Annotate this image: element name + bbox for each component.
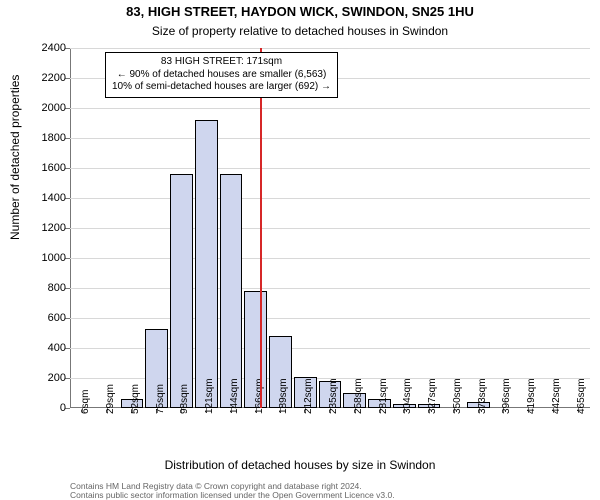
x-axis-caption: Distribution of detached houses by size … xyxy=(0,458,600,472)
gridline xyxy=(70,138,590,139)
y-tick-label: 2000 xyxy=(42,102,66,114)
chart-title-main: 83, HIGH STREET, HAYDON WICK, SWINDON, S… xyxy=(0,4,600,19)
x-tick-label: 29sqm xyxy=(105,384,116,414)
info-box: 83 HIGH STREET: 171sqm← 90% of detached … xyxy=(105,52,338,98)
gridline xyxy=(70,288,590,289)
attribution-text: Contains HM Land Registry data © Crown c… xyxy=(70,482,590,499)
x-tick-label: 396sqm xyxy=(501,378,512,414)
x-tick-label: 52sqm xyxy=(130,384,141,414)
histogram-bar xyxy=(195,120,218,408)
x-tick-label: 419sqm xyxy=(526,378,537,414)
y-tick-label: 1600 xyxy=(42,162,66,174)
gridline xyxy=(70,258,590,259)
x-tick-label: 235sqm xyxy=(328,378,339,414)
x-tick-label: 121sqm xyxy=(204,378,215,414)
x-tick-label: 258sqm xyxy=(353,378,364,414)
chart-title-sub: Size of property relative to detached ho… xyxy=(0,24,600,38)
y-tick-label: 1400 xyxy=(42,192,66,204)
y-tick-label: 2400 xyxy=(42,42,66,54)
x-tick-label: 304sqm xyxy=(402,378,413,414)
chart-container: 83, HIGH STREET, HAYDON WICK, SWINDON, S… xyxy=(0,0,600,500)
y-axis-label: Number of detached properties xyxy=(8,75,22,240)
histogram-bar xyxy=(220,174,243,408)
y-tick-label: 2200 xyxy=(42,72,66,84)
info-box-line2: ← 90% of detached houses are smaller (6,… xyxy=(112,69,331,82)
y-tick-label: 800 xyxy=(48,282,66,294)
reference-line xyxy=(260,48,262,408)
y-tick-label: 400 xyxy=(48,342,66,354)
y-tick-label: 200 xyxy=(48,372,66,384)
x-tick-label: 442sqm xyxy=(551,378,562,414)
x-tick-label: 465sqm xyxy=(576,378,587,414)
histogram-bar xyxy=(170,174,193,408)
x-tick-label: 144sqm xyxy=(229,378,240,414)
info-box-line3: 10% of semi-detached houses are larger (… xyxy=(112,81,331,94)
y-tick-label: 0 xyxy=(60,402,66,414)
attribution-line2: Contains public sector information licen… xyxy=(70,490,395,500)
x-tick-label: 350sqm xyxy=(452,378,463,414)
gridline xyxy=(70,108,590,109)
x-tick-label: 327sqm xyxy=(427,378,438,414)
y-tick-label: 600 xyxy=(48,312,66,324)
y-tick-label: 1200 xyxy=(42,222,66,234)
x-tick-label: 281sqm xyxy=(378,378,389,414)
plot-area: 0200400600800100012001400160018002000220… xyxy=(70,48,590,408)
info-box-line1: 83 HIGH STREET: 171sqm xyxy=(112,56,331,69)
x-tick-label: 373sqm xyxy=(477,378,488,414)
x-tick-label: 212sqm xyxy=(303,378,314,414)
gridline xyxy=(70,48,590,49)
gridline xyxy=(70,168,590,169)
y-tick-label: 1000 xyxy=(42,252,66,264)
x-tick-label: 6sqm xyxy=(80,390,91,414)
y-tick-label: 1800 xyxy=(42,132,66,144)
x-tick-label: 189sqm xyxy=(278,378,289,414)
x-tick-label: 75sqm xyxy=(155,384,166,414)
gridline xyxy=(70,228,590,229)
x-tick-label: 98sqm xyxy=(179,384,190,414)
gridline xyxy=(70,198,590,199)
gridline xyxy=(70,318,590,319)
